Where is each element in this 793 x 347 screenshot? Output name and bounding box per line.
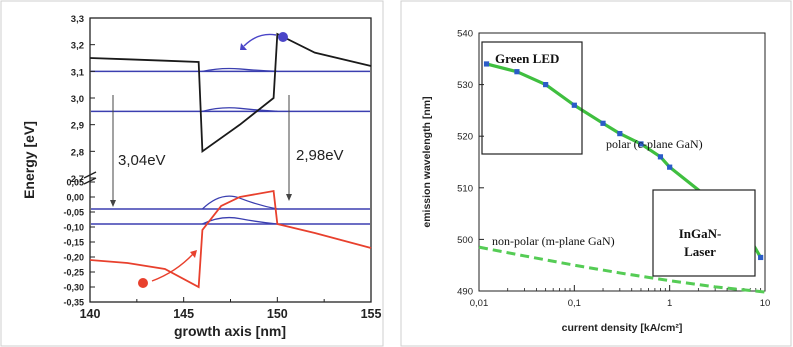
transition-arrow-left (110, 95, 116, 207)
electron-marker (240, 32, 288, 50)
polar-data-point (657, 154, 664, 160)
left-y-tick-label: -0,35 (63, 298, 84, 308)
transition-arrow-right (286, 95, 292, 201)
polar-data-point (600, 120, 606, 126)
polar-data-point (483, 61, 490, 67)
polar-data-point (667, 164, 673, 170)
polar-data-point (638, 141, 644, 147)
wavefunction-curve (202, 67, 278, 72)
left-y-tick-label: 2,8 (71, 147, 84, 158)
right-panel-frame (400, 0, 792, 347)
right-x-axis-label: current density [kA/cm²] (562, 322, 683, 334)
axis-break-mark (83, 171, 97, 185)
ingan-laser-box (652, 189, 756, 277)
right-y-tick-label: 510 (457, 183, 473, 194)
polar-data-point (617, 131, 623, 137)
left-y-tick-label: -0,30 (63, 283, 84, 293)
band-diagram-chart: 3,3 3,2 3,1 3,0 2,9 2,8 2,7 0,05 0,00 -0,05 -0,10… (0, 0, 384, 347)
right-y-tick-label: 500 (457, 235, 473, 246)
green-led-box (481, 41, 583, 155)
annotation-green-led: Green LED (495, 51, 559, 66)
left-x-tick-label: 140 (80, 307, 101, 321)
left-panel-frame (0, 0, 384, 347)
left-y-tick-label: 3,1 (71, 67, 85, 78)
right-x-tick-label: 0,01 (470, 298, 489, 309)
left-y-tick-label: -0,20 (63, 253, 84, 263)
right-y-tick-label: 530 (457, 80, 473, 91)
left-y-tick-label: 0,05 (66, 178, 84, 188)
right-plot-frame (478, 32, 766, 292)
left-y-tick-label: 3,3 (71, 14, 84, 25)
left-y-tick-label: -0,05 (63, 208, 84, 218)
nonpolar-series-line (478, 245, 766, 294)
right-x-tick-label: 10 (760, 298, 771, 309)
annotation-3-04ev: 3,04eV (118, 152, 166, 169)
right-y-tick-label: 490 (457, 287, 473, 298)
polar-data-point (758, 254, 764, 261)
right-y-tick-label: 520 (457, 132, 473, 143)
wavefunction-curve (201, 195, 278, 210)
left-y-tick-label: 3,2 (71, 41, 84, 52)
annotation-polar: polar (c-plane GaN) (606, 137, 703, 151)
left-y-tick-label: -0,10 (63, 223, 84, 233)
annotation-2-98ev: 2,98eV (296, 147, 344, 164)
right-x-tick-label: 0,1 (568, 298, 581, 309)
valence-band-line (89, 189, 372, 289)
right-x-tick-label: 1 (667, 298, 672, 309)
polar-data-point (571, 102, 577, 108)
left-y-tick-label: 2,9 (71, 121, 84, 132)
left-y-axis-label: Energy [eV] (21, 121, 37, 199)
left-x-axis-label: growth axis [nm] (174, 323, 286, 339)
right-y-axis-label: emission wavelength [nm] (421, 96, 433, 227)
left-x-tick-label: 155 (361, 307, 382, 321)
hole-marker (138, 250, 197, 288)
wavefunction-curve (202, 107, 278, 112)
right-y-tick-label: 540 (457, 29, 473, 40)
polar-data-point (514, 69, 520, 75)
left-y-tick-label: 2,7 (71, 174, 84, 185)
left-x-tick-label: 145 (173, 307, 194, 321)
left-x-tick-label: 150 (267, 307, 288, 321)
polar-data-point (543, 82, 549, 88)
left-y-tick-label: 0,00 (66, 193, 84, 203)
conduction-band-line (89, 32, 372, 154)
left-y-tick-label: 3,0 (71, 94, 84, 105)
wavefunction-curve (202, 216, 278, 225)
annotation-nonpolar: non-polar (m-plane GaN) (492, 234, 615, 248)
left-y-tick-label: -0,15 (63, 238, 84, 248)
annotation-ingan-laser: InGaN-Laser (679, 226, 722, 259)
left-y-tick-label: -0,25 (63, 268, 84, 278)
